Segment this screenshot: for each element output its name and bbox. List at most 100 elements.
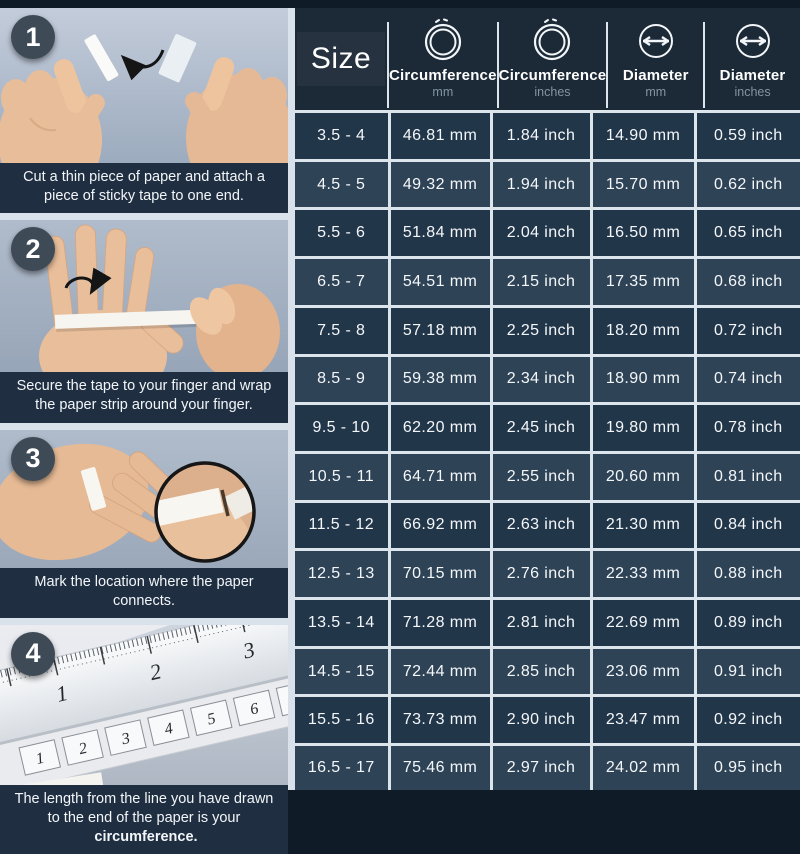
diameter-icon xyxy=(638,24,673,58)
cell-circumference-mm: 46.81 mm xyxy=(387,110,493,162)
cell-circumference-mm: 73.73 mm xyxy=(387,694,493,747)
cell-diameter-inches: 0.74 inch xyxy=(693,353,800,406)
table-row: 4.5 - 5 49.32 mm 1.94 inch 15.70 mm 0.62 inc… xyxy=(295,158,800,211)
step-number-badge: 2 xyxy=(11,227,55,272)
table-row: 12.5 - 13 70.15 mm 2.76 inch 22.33 mm 0.88 i… xyxy=(295,548,800,601)
ruler-inch-label: 1 xyxy=(54,680,70,707)
cell-diameter-mm: 14.90 mm xyxy=(589,110,697,162)
table-row: 13.5 - 14 71.28 mm 2.81 inch 22.69 mm 0.89 i… xyxy=(295,597,800,649)
cell-circumference-mm: 72.44 mm xyxy=(387,645,493,698)
column-label: Circumference xyxy=(389,67,497,84)
cell-diameter-mm: 15.70 mm xyxy=(589,158,697,211)
table-row: 14.5 - 15 72.44 mm 2.85 inch 23.06 mm 0.91 i… xyxy=(295,645,800,698)
header-size: Size xyxy=(295,8,387,110)
cell-circumference-inches: 2.76 inch xyxy=(489,548,593,601)
cell-circumference-inches: 2.90 inch xyxy=(489,694,593,747)
table-row: 11.5 - 12 66.92 mm 2.63 inch 21.30 mm 0.84 i… xyxy=(295,499,800,552)
cell-size: 7.5 - 8 xyxy=(295,304,391,357)
caption-text: Secure the tape to your finger and wrap … xyxy=(16,378,272,414)
step-panel-2: 2 Secure the tape to your finger and wra… xyxy=(0,220,288,423)
cell-size: 15.5 - 16 xyxy=(295,694,391,747)
cell-diameter-inches: 0.62 inch xyxy=(693,158,800,211)
step-panel-4: 1 2 3 4 5 6 7 xyxy=(0,624,288,854)
cell-circumference-mm: 75.46 mm xyxy=(387,743,493,790)
table-header: Size Circumference mm Circumference inch… xyxy=(295,8,800,110)
cell-diameter-inches: 0.88 inch xyxy=(693,548,800,601)
cell-size: 13.5 - 14 xyxy=(295,597,391,649)
cell-diameter-mm: 23.06 mm xyxy=(589,645,697,698)
header-divider xyxy=(703,22,706,108)
step-number: 1 xyxy=(25,21,41,52)
cell-circumference-inches: 2.81 inch xyxy=(489,597,593,649)
column-unit: mm xyxy=(645,85,667,99)
cell-circumference-inches: 2.45 inch xyxy=(489,402,593,454)
ruler-box-label: 2 xyxy=(77,740,89,758)
cell-circumference-mm: 49.32 mm xyxy=(387,158,493,211)
cell-circumference-inches: 2.04 inch xyxy=(489,207,593,260)
step-caption: Cut a thin piece of paper and attach a p… xyxy=(0,163,288,214)
caption-text: Cut a thin piece of paper and attach a p… xyxy=(23,169,265,205)
cell-circumference-inches: 2.15 inch xyxy=(489,256,593,308)
ring-icon xyxy=(534,18,571,61)
caption-text: The length from the line you have drawn … xyxy=(14,790,274,826)
cell-diameter-mm: 22.33 mm xyxy=(589,548,697,601)
ruler-inch-label: 3 xyxy=(240,636,257,663)
cell-diameter-mm: 23.47 mm xyxy=(589,694,697,747)
cell-diameter-mm: 22.69 mm xyxy=(589,597,697,649)
size-header-box: Size xyxy=(296,32,386,86)
cell-circumference-inches: 2.34 inch xyxy=(489,353,593,406)
caption-bold-text: circumference. xyxy=(94,829,198,845)
cell-size: 11.5 - 12 xyxy=(295,499,391,552)
size-table: 3.5 - 4 46.81 mm 1.84 inch 14.90 mm 0.59 inc… xyxy=(295,110,800,790)
ruler-box-label: 4 xyxy=(163,720,175,738)
cell-circumference-mm: 64.71 mm xyxy=(387,450,493,503)
step-caption: Secure the tape to your finger and wrap … xyxy=(0,372,288,423)
header-circumference-mm: Circumference mm xyxy=(389,8,497,110)
step-panel-3: 3 Mark the location where the paper conn… xyxy=(0,429,288,618)
header-diameter-inches: Diameter inches xyxy=(705,8,800,110)
ring-size-table: Size Circumference mm Circumference inch… xyxy=(295,8,800,790)
cell-diameter-inches: 0.65 inch xyxy=(693,207,800,260)
step1-photo: 1 xyxy=(0,8,288,163)
ruler-box-label: 6 xyxy=(249,700,261,718)
column-unit: mm xyxy=(432,85,454,99)
table-row: 10.5 - 11 64.71 mm 2.55 inch 20.60 mm 0.81 i… xyxy=(295,450,800,503)
column-unit: inches xyxy=(534,85,571,99)
caption-text: Mark the location where the paper connec… xyxy=(34,573,254,609)
cell-diameter-inches: 0.81 inch xyxy=(693,450,800,503)
column-label: Circumference xyxy=(498,67,607,84)
cell-size: 4.5 - 5 xyxy=(295,158,391,211)
cell-circumference-mm: 66.92 mm xyxy=(387,499,493,552)
column-label: Size xyxy=(310,42,372,75)
column-label: Diameter xyxy=(719,67,786,84)
cell-diameter-inches: 0.72 inch xyxy=(693,304,800,357)
table-row: 16.5 - 17 75.46 mm 2.97 inch 24.02 mm 0.95 i… xyxy=(295,743,800,790)
cell-circumference-inches: 2.85 inch xyxy=(489,645,593,698)
step-number: 2 xyxy=(25,233,41,264)
cell-size: 6.5 - 7 xyxy=(295,256,391,308)
ring-icon xyxy=(424,18,461,61)
cell-size: 3.5 - 4 xyxy=(295,110,391,162)
step1-illustration xyxy=(0,8,288,163)
cell-size: 8.5 - 9 xyxy=(295,353,391,406)
step-caption: The length from the line you have drawn … xyxy=(0,784,288,854)
cell-diameter-mm: 17.35 mm xyxy=(589,256,697,308)
cell-circumference-mm: 54.51 mm xyxy=(387,256,493,308)
ruler-inch-label: 2 xyxy=(147,658,163,685)
cell-circumference-mm: 57.18 mm xyxy=(387,304,493,357)
step-caption: Mark the location where the paper connec… xyxy=(0,567,288,618)
cell-diameter-inches: 0.78 inch xyxy=(693,402,800,454)
cell-diameter-mm: 19.80 mm xyxy=(589,402,697,454)
cell-diameter-inches: 0.59 inch xyxy=(693,110,800,162)
cell-circumference-mm: 62.20 mm xyxy=(387,402,493,454)
step-number: 3 xyxy=(25,443,41,473)
table-row: 7.5 - 8 57.18 mm 2.25 inch 18.20 mm 0.72 inc… xyxy=(295,304,800,357)
step3-illustration xyxy=(0,429,288,568)
step-number-badge: 4 xyxy=(11,631,55,676)
cell-diameter-inches: 0.95 inch xyxy=(693,743,800,790)
step-number: 4 xyxy=(25,638,41,669)
cell-size: 10.5 - 11 xyxy=(295,450,391,503)
header-divider xyxy=(387,22,389,108)
cell-diameter-mm: 18.20 mm xyxy=(589,304,697,357)
table-row: 3.5 - 4 46.81 mm 1.84 inch 14.90 mm 0.59 inc… xyxy=(295,110,800,162)
